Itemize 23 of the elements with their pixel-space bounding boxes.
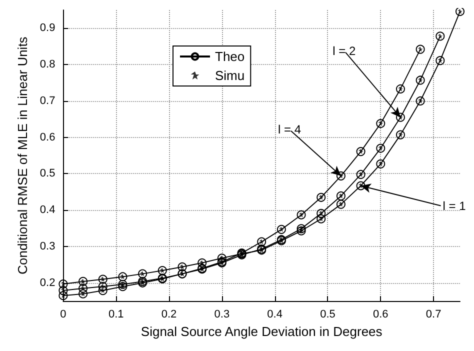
annotation: l = 2 bbox=[332, 44, 356, 58]
x-tick-label: 0.1 bbox=[108, 308, 124, 321]
legend-label: Simu bbox=[215, 68, 245, 83]
y-tick-label: 0.5 bbox=[40, 168, 56, 180]
y-axis-title: Conditional RMSE of MLE in Linear Units bbox=[15, 36, 30, 274]
y-tick-label: 0.2 bbox=[40, 276, 56, 289]
x-tick-label: 0.2 bbox=[161, 308, 177, 321]
x-tick-label: 0 bbox=[60, 308, 66, 321]
y-tick-label: 0.6 bbox=[40, 131, 56, 144]
annotation: l = 1 bbox=[442, 199, 466, 214]
y-tick-label: 0.3 bbox=[40, 240, 56, 253]
x-axis-title: Signal Source Angle Deviation in Degrees bbox=[140, 324, 383, 339]
x-tick-label: 0.4 bbox=[267, 308, 282, 321]
y-tick-label: 0.8 bbox=[40, 58, 56, 71]
x-tick-label: 0.3 bbox=[214, 308, 230, 321]
x-tick-label: 0.7 bbox=[426, 308, 442, 321]
y-tick-label: 0.9 bbox=[40, 22, 56, 34]
y-tick-label: 0.4 bbox=[40, 204, 56, 216]
legend-label: Theo bbox=[215, 49, 245, 64]
y-tick-label: 0.7 bbox=[40, 94, 56, 107]
x-tick-label: 0.5 bbox=[320, 308, 336, 321]
x-tick-label: 0.6 bbox=[372, 308, 388, 321]
annotation: l = 4 bbox=[278, 122, 302, 137]
